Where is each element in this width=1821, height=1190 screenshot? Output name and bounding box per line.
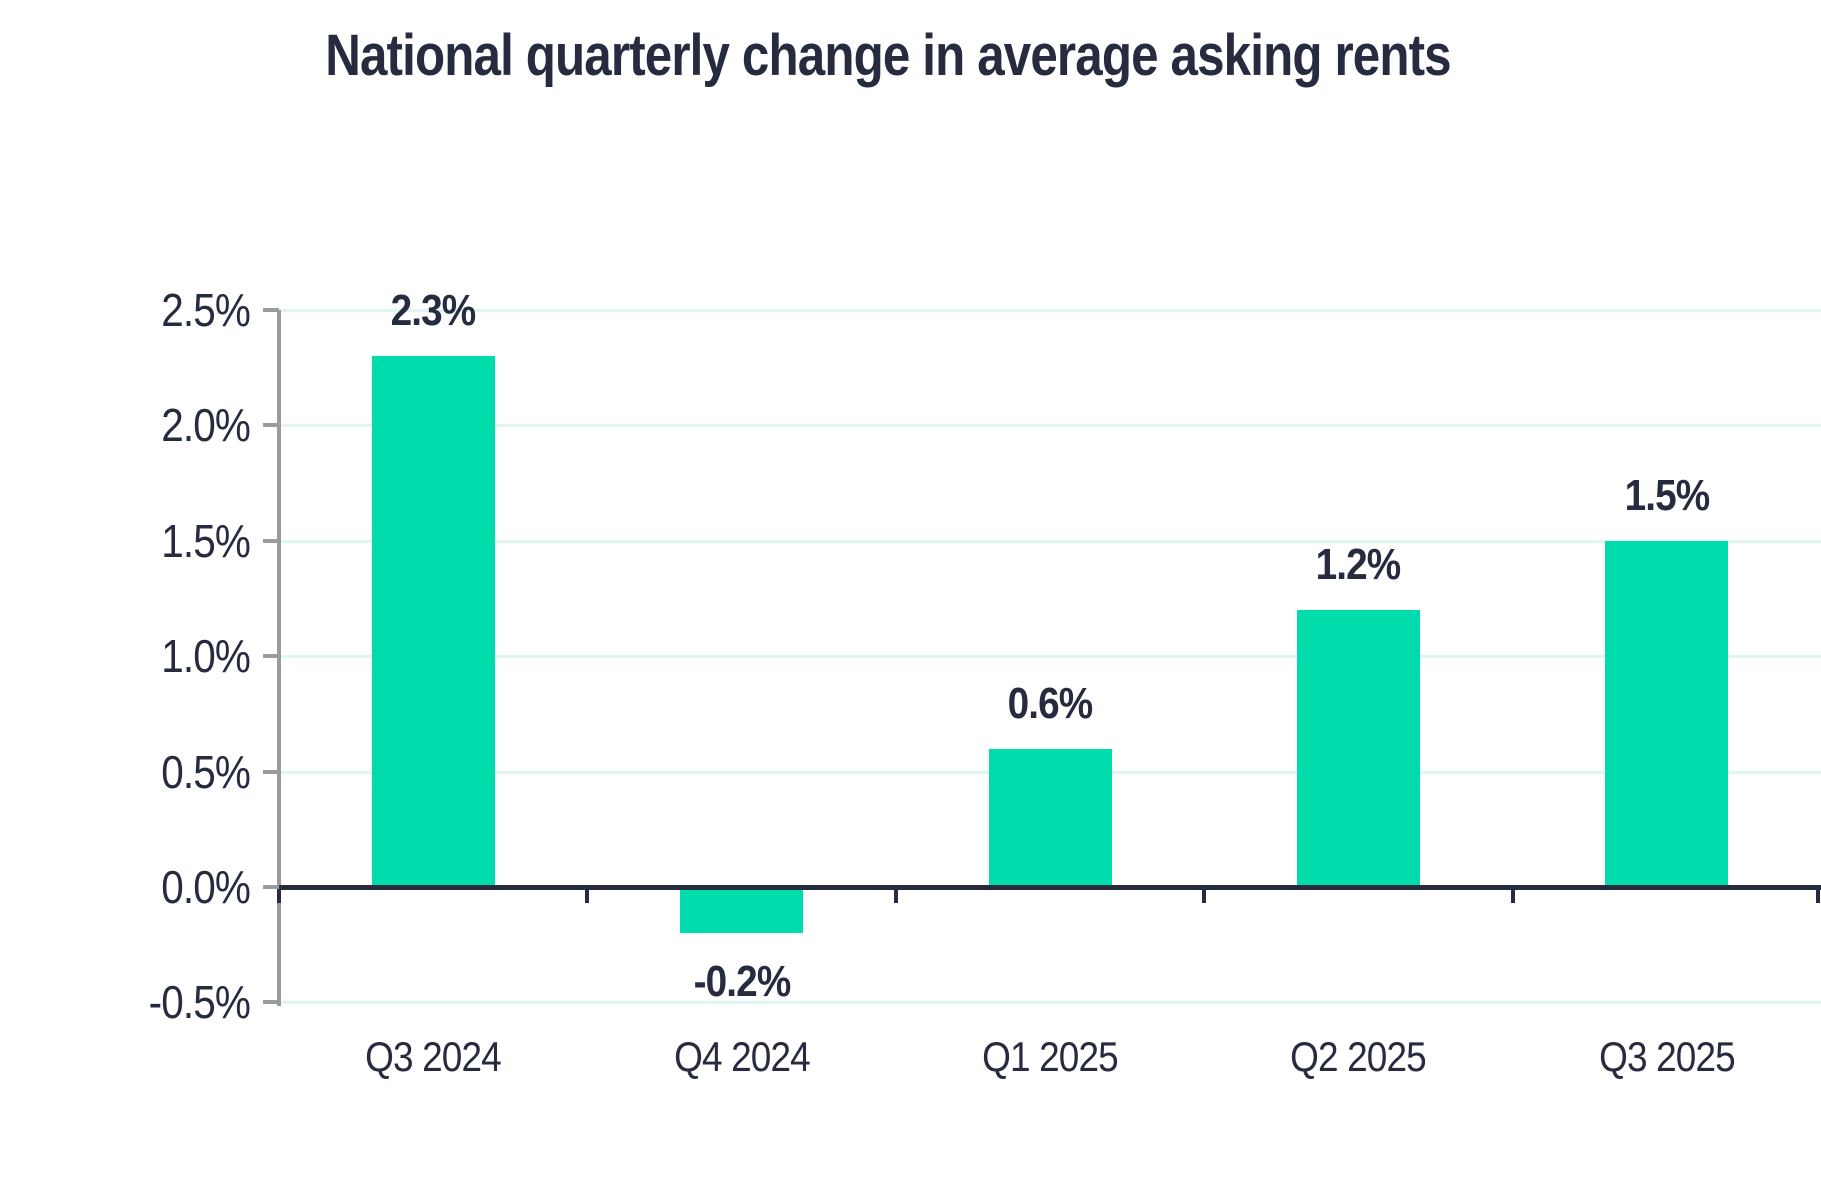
x-axis-tick [1510,889,1515,903]
x-axis-label: Q4 2024 [673,1033,811,1080]
bar-q4-2024 [680,887,804,934]
gridline [279,424,1821,428]
y-axis-tick [263,769,279,774]
x-axis-tick [277,889,281,903]
gridline [279,309,1821,312]
y-axis-tick [263,308,279,312]
bar-q3-2024 [371,356,495,887]
y-axis-tick [263,1000,279,1005]
x-axis-label: Q1 2025 [982,1033,1119,1080]
y-axis-label: 1.0% [161,630,251,683]
y-axis-label: 0.0% [161,861,251,913]
x-axis-tick [1202,889,1207,903]
x-axis-label: Q3 2025 [1598,1033,1736,1080]
y-axis-label: 1.5% [161,514,251,567]
bar-q2-2025 [1296,610,1420,887]
bar-value-label: 1.2% [1316,540,1402,590]
x-axis-tick [585,889,590,903]
y-axis-tick [263,538,279,543]
y-axis-label: -0.5% [148,976,251,1029]
chart-title: National quarterly change in average ask… [325,23,1451,88]
title-wrap: National quarterly change in average ask… [0,22,1776,89]
x-axis-tick [893,889,898,903]
x-axis-label: Q3 2024 [365,1033,502,1080]
x-axis-tick [1816,889,1820,903]
gridline [279,539,1821,543]
y-axis-label: 2.0% [161,399,251,452]
bar-value-label: 2.3% [390,286,477,336]
bar-value-label: 1.5% [1624,470,1710,520]
gridline [279,655,1821,659]
y-axis-label: 2.5% [161,284,251,336]
bar-q3-2025 [1605,540,1729,887]
bar-value-label: -0.2% [693,957,791,1007]
y-axis-tick [263,654,279,659]
bar-q1-2025 [988,748,1112,887]
y-axis-tick [263,423,279,428]
y-axis-line [277,310,281,1007]
gridline [279,1001,1821,1005]
x-axis-label: Q2 2025 [1290,1033,1428,1080]
y-axis-tick [263,885,279,889]
zero-axis-line [279,885,1821,890]
bar-value-label: 0.6% [1007,678,1094,728]
y-axis-label: 0.5% [161,745,251,798]
